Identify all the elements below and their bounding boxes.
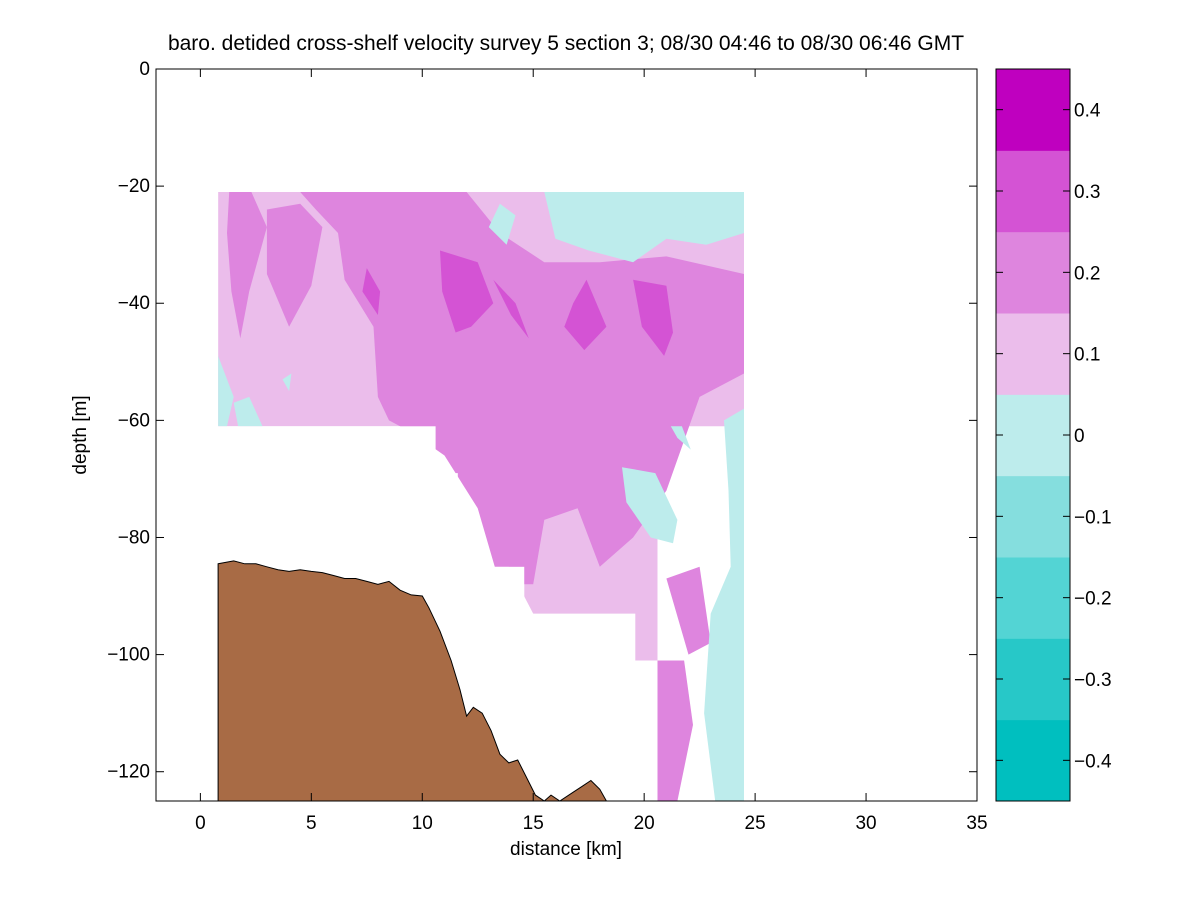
colorbar-tick-label: 0.3: [1074, 182, 1100, 203]
plot-frame: [155, 68, 978, 802]
colorbar-band: [996, 394, 1070, 477]
x-tick-label: 0: [195, 813, 206, 834]
colorbar-band: [996, 69, 1070, 151]
contour-patch: [440, 250, 494, 333]
colorbar-band: [996, 231, 1070, 314]
y-tick-label: −100: [107, 645, 150, 666]
y-tick-label: 0: [139, 59, 150, 80]
colorbar-band: [996, 150, 1070, 233]
contour-patch: [633, 279, 673, 356]
x-axis-ticks: 0 5 10 15 20 25 30 35: [195, 69, 988, 834]
contour-patch: [233, 396, 263, 427]
contour-patch: [266, 203, 323, 327]
y-axis-label: depth [m]: [70, 395, 91, 474]
contour-patch: [488, 203, 516, 245]
contour-patch: [362, 268, 381, 315]
y-tick-label: −20: [118, 176, 150, 197]
contour-patch: [493, 279, 529, 339]
y-tick-label: −60: [118, 410, 150, 431]
x-axis-label: distance [km]: [510, 839, 622, 860]
contour-patch: [218, 355, 234, 427]
colorbar-band: [996, 638, 1070, 721]
contour-patch: [666, 566, 711, 655]
colorbar-band: [996, 557, 1070, 639]
colorbar-band: [996, 719, 1070, 802]
colorbar: −0.4 −0.3 −0.2 −0.1 0 0.1 0.2 0.3 0.4: [995, 68, 1112, 802]
y-tick-label: −80: [118, 527, 150, 548]
contour-patch: [657, 660, 693, 801]
colorbar-tick-label: −0.3: [1074, 670, 1112, 691]
colorbar-tick-label: 0.4: [1074, 101, 1101, 122]
y-axis-ticks: 0 −20 −40 −60 −80 −100 −120: [107, 59, 977, 783]
contour-patch: [670, 192, 711, 228]
colorbar-band: [996, 475, 1070, 558]
contour-patch: [282, 373, 292, 392]
seafloor-bathymetry: [217, 560, 608, 802]
x-tick-label: 15: [523, 813, 544, 834]
colorbar-band: [996, 313, 1070, 395]
contour-patch: [227, 192, 267, 339]
colorbar-tick-label: 0.2: [1074, 263, 1100, 284]
contour-patch: [704, 408, 744, 801]
chart-title: baro. detided cross-shelf velocity surve…: [168, 32, 964, 55]
colorbar-tick-label: 0: [1074, 426, 1085, 447]
contour-patch: [564, 279, 607, 351]
colorbar-tick-label: −0.2: [1074, 589, 1112, 610]
plot-area: 0 5 10 15 20 25 30 35 0 −20 −40 −60 −80 −100 −120: [107, 59, 987, 834]
x-tick-label: 25: [745, 813, 766, 834]
x-tick-label: 35: [966, 813, 987, 834]
colorbar-tick-label: −0.4: [1074, 751, 1112, 772]
x-tick-label: 30: [855, 813, 876, 834]
y-tick-label: −40: [118, 293, 150, 314]
colorbar-tick-label: 0.1: [1074, 345, 1100, 366]
contour-patch: [622, 467, 678, 544]
x-tick-label: 10: [412, 813, 433, 834]
contour-patch: [670, 426, 691, 450]
y-tick-label: −120: [107, 762, 150, 783]
colorbar-tick-label: −0.1: [1074, 507, 1112, 528]
x-tick-label: 5: [306, 813, 317, 834]
x-tick-label: 20: [634, 813, 655, 834]
